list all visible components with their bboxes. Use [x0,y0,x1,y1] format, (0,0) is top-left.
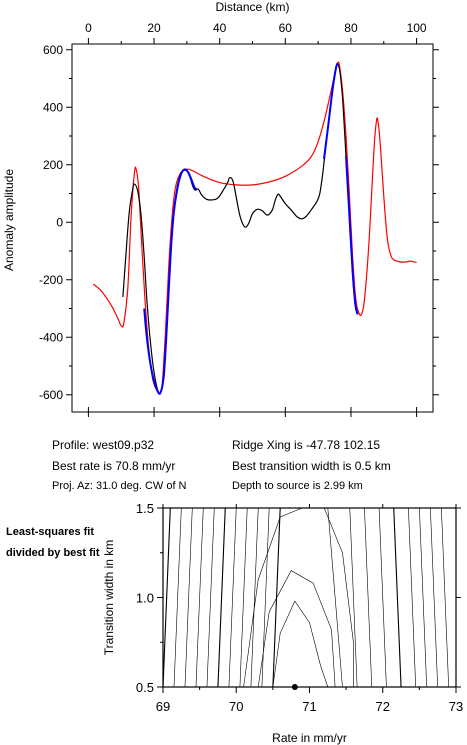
y-tick-label: 0.5 [136,680,154,695]
fit-window-blue [345,156,359,315]
y-tick-label: 1.5 [136,501,154,516]
y-tick-label: -400 [39,330,63,344]
contour-line [162,507,171,688]
x-tick-label: 73 [449,699,463,714]
x-axis-label: Distance (km) [215,0,289,14]
best-fit-marker [291,684,298,690]
x-axis-label: Rate in mm/yr [272,731,347,745]
ridge-crossing-label: Ridge Xing is -47.78 102.15 [232,438,381,452]
profile-label: Profile: west09.p32 [52,438,155,452]
x-tick-label: 71 [302,699,316,714]
x-tick-label: 20 [147,21,161,35]
contour-line [272,600,329,688]
contour-line [408,507,417,688]
contour-line [250,507,259,688]
x-tick-label: 70 [229,699,243,714]
contour-line [206,507,215,688]
contour-line [349,507,358,688]
y-tick-label: 1.0 [136,591,154,606]
y-axis-label: Transition width in km [102,540,116,656]
contour-line [430,507,438,688]
contour-line [419,507,427,688]
x-tick-label: 80 [344,21,358,35]
anomaly-profile-chart: 0 20 40 60 80 100 Distance (km) -600 -400 -200 0 20… [2,0,439,417]
y-tick-label: -600 [39,388,63,402]
contour-line [364,507,373,688]
contour-line [441,507,449,688]
fit-window-blue [143,168,198,395]
contour-line [243,507,303,688]
contour-line [378,507,387,688]
best-rate-label: Best rate is 70.8 mm/yr [52,459,176,473]
x-tick-label: 69 [156,699,170,714]
y-tick-label: -200 [39,273,63,287]
contour-note: Least-squares fit divided by best fit [6,526,100,559]
source-depth-label: Depth to source is 2.99 km [232,480,363,492]
transition-width-label: Best transition width is 0.5 km [232,459,391,473]
contour-line [239,507,248,688]
y-tick-label: 600 [43,43,63,57]
y-tick-label: 200 [43,158,63,172]
model-curve-red [92,61,417,395]
contour-line [261,507,270,688]
contour-line [217,507,226,688]
y-tick-label: 0 [56,215,63,229]
contour-line [195,507,204,688]
y-axis-label: Anomaly amplitude [2,169,16,271]
contour-line [257,570,336,688]
contour-line [228,507,237,688]
contour-line [173,507,182,688]
contour-line [323,507,354,687]
x-tick-label: 60 [279,21,293,35]
contour-line [184,507,193,688]
x-tick-label: 40 [213,21,227,35]
contour-line [393,507,402,688]
x-tick-label: 100 [407,21,427,35]
y-tick-label: 400 [43,100,63,114]
fit-window-blue [323,63,339,160]
x-tick-label: 72 [376,699,390,714]
contour-line [327,507,343,688]
projection-azimuth-label: Proj. Az: 31.0 deg. CW of N [52,480,187,492]
x-tick-label: 0 [85,21,92,35]
